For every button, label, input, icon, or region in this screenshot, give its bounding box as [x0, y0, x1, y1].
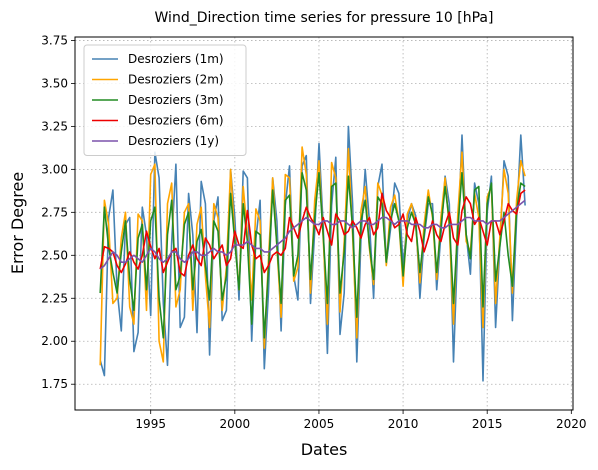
- axes: 1995 2000 2005 2010 2015 2020 1.75 2.00 2.25 2.50…: [41, 33, 586, 431]
- x-tick-label: 1995: [135, 417, 166, 431]
- x-axis-title: Dates: [301, 440, 348, 459]
- series-line-0: [99, 125, 526, 382]
- y-tick-label: 2.75: [41, 205, 68, 219]
- legend-label: Desroziers (2m): [128, 73, 224, 87]
- legend: Desroziers (1m) Desroziers (2m) Desroziers…: [83, 44, 247, 156]
- legend-label: Desroziers (6m): [128, 114, 224, 128]
- legend-frame: [83, 44, 247, 156]
- chart-title: Wind_Direction time series for pressure …: [155, 10, 494, 26]
- series-layer: [99, 125, 526, 382]
- series-line-2: [99, 172, 526, 339]
- x-tick-label: 2020: [556, 417, 587, 431]
- x-tick-label: 2005: [304, 417, 335, 431]
- y-tick-label: 3.00: [41, 162, 68, 176]
- y-tick-label: 3.75: [41, 33, 68, 47]
- y-axis-title: Error Degree: [8, 172, 27, 274]
- legend-label: Desroziers (1m): [128, 52, 224, 66]
- y-tick-label: 1.75: [41, 377, 68, 391]
- x-tick-label: 2010: [388, 417, 419, 431]
- x-tick-label: 2000: [220, 417, 251, 431]
- y-tick-label: 2.50: [41, 248, 68, 262]
- plot-frame: [74, 36, 574, 411]
- y-tick-label: 2.00: [41, 334, 68, 348]
- x-tick-label: 2015: [472, 417, 503, 431]
- legend-label: Desroziers (1y): [128, 134, 219, 148]
- legend-label: Desroziers (3m): [128, 93, 224, 107]
- y-tick-label: 2.25: [41, 291, 68, 305]
- series-line-4: [99, 199, 526, 270]
- y-tick-label: 3.25: [41, 119, 68, 133]
- y-tick-label: 3.50: [41, 76, 68, 90]
